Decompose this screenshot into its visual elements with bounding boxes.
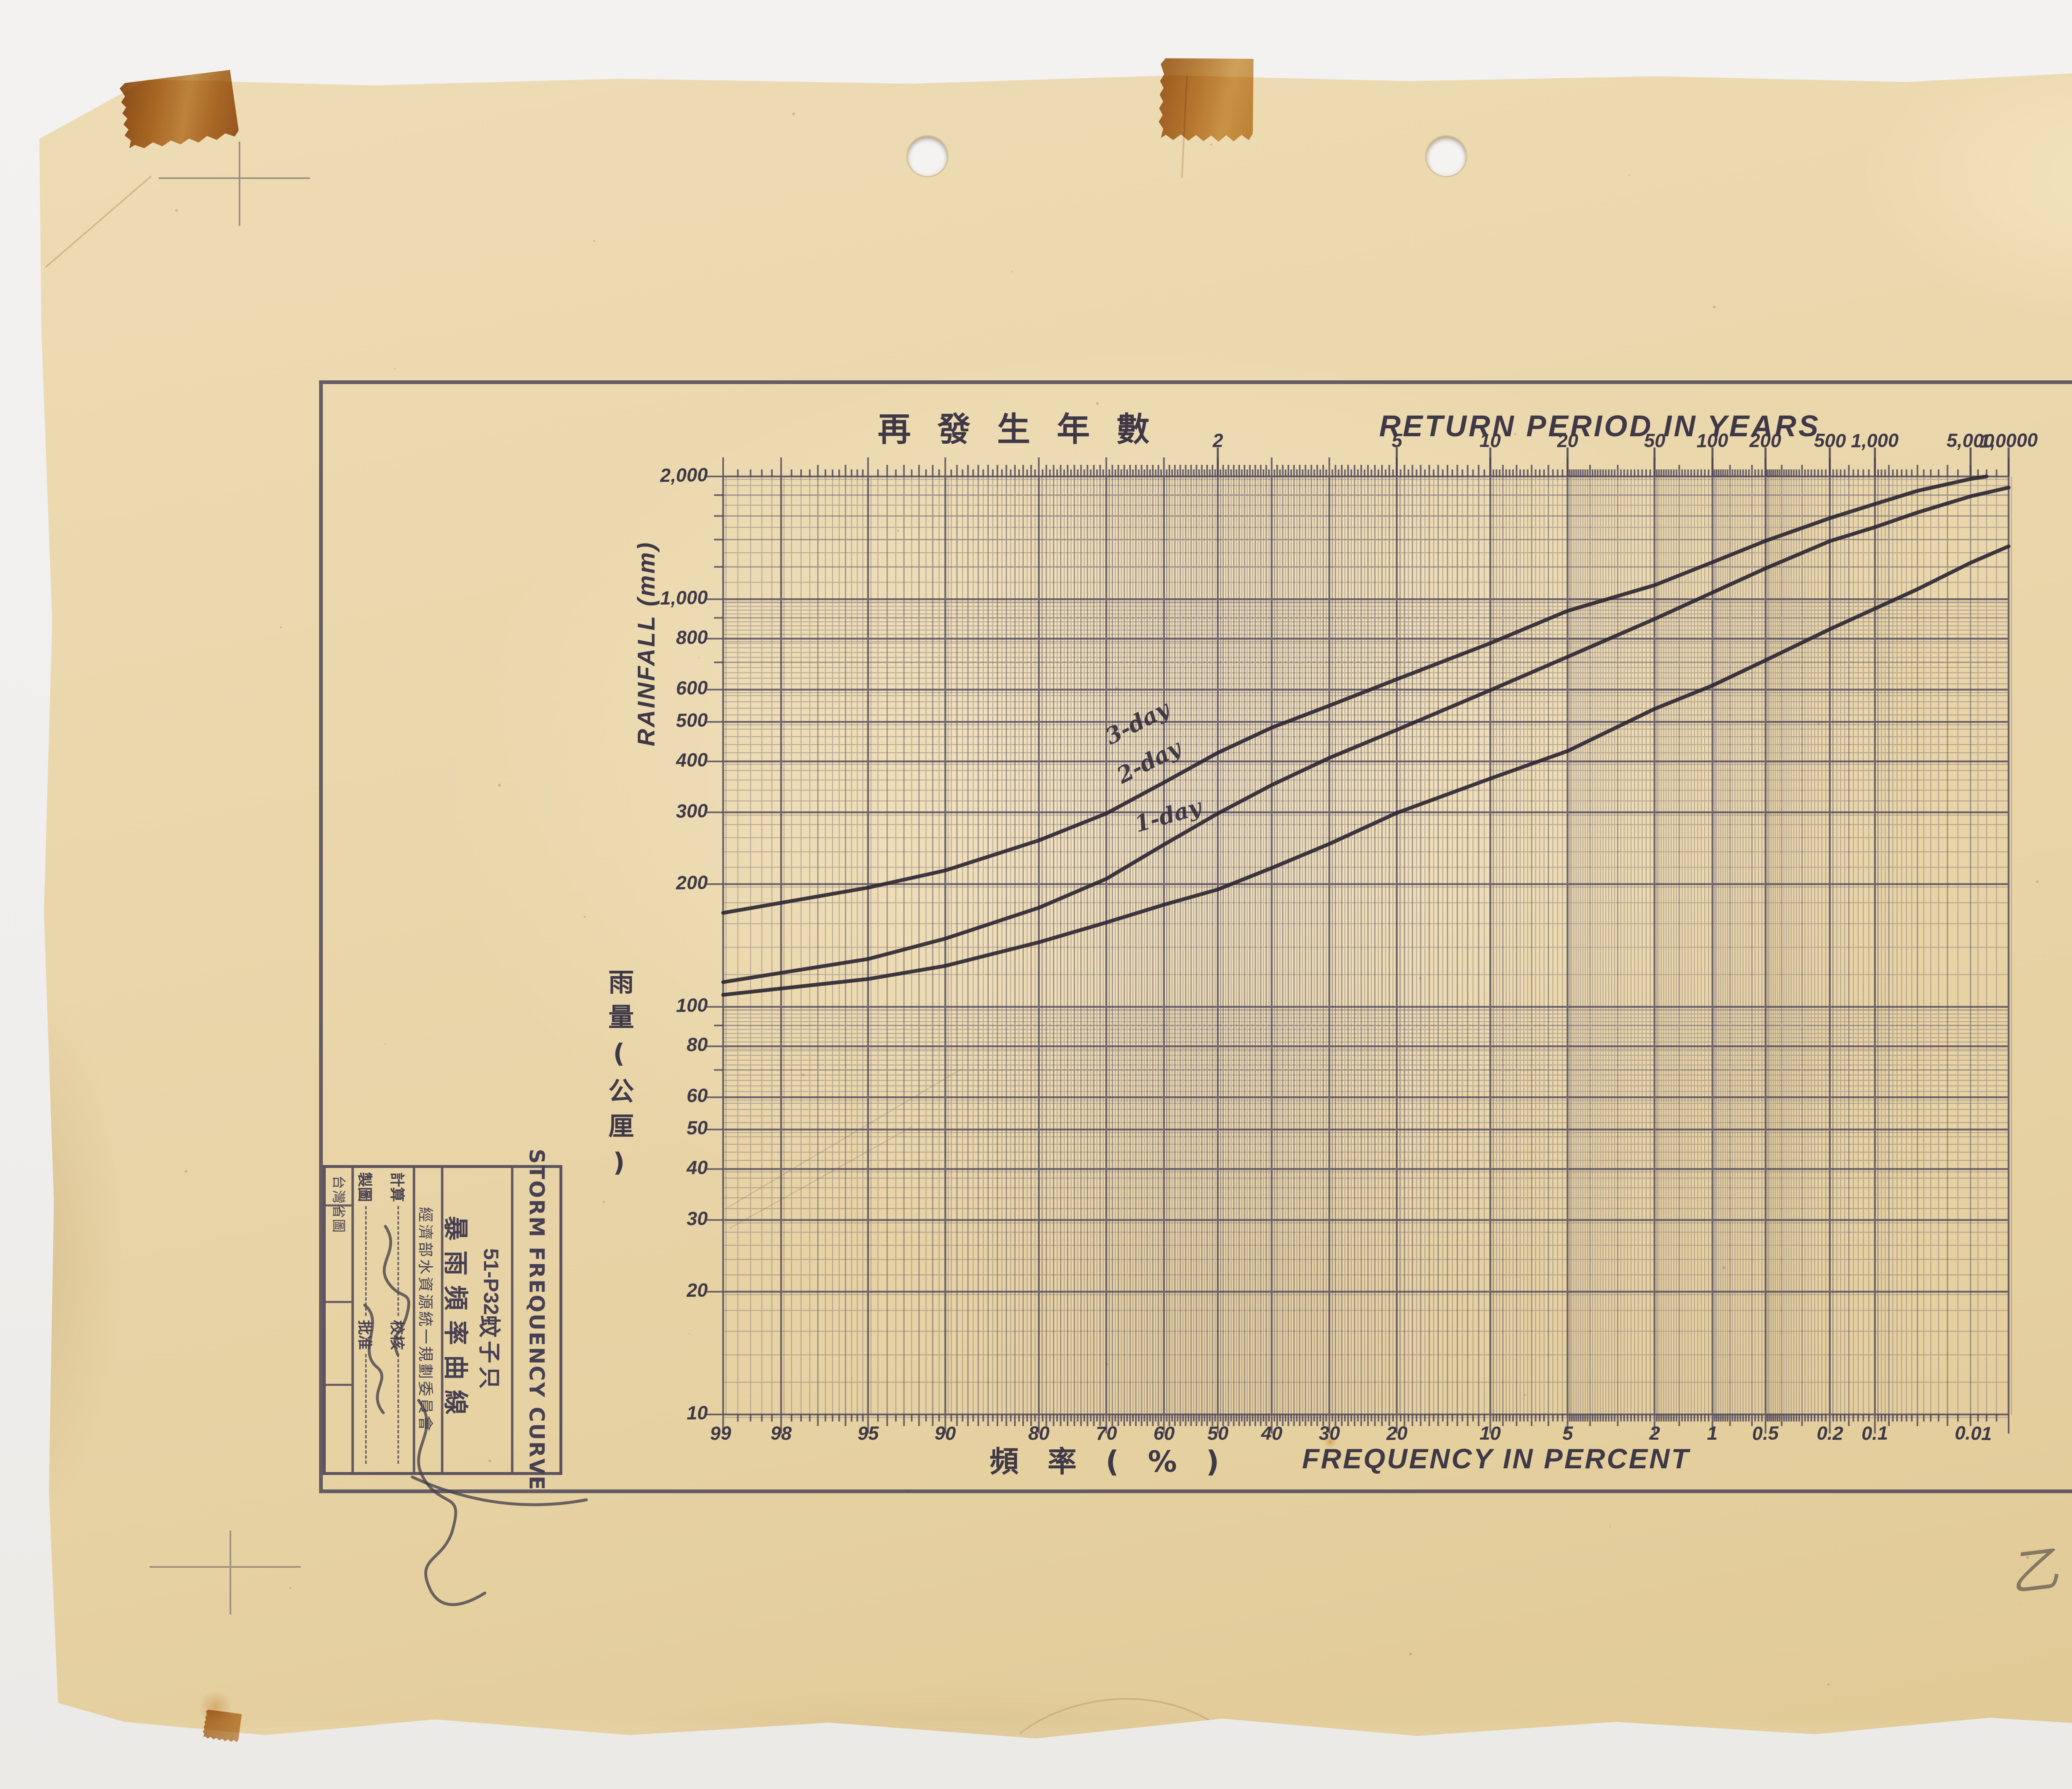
role-calculated-label: 計算	[388, 1172, 405, 1202]
rainfall-tick-label: 500	[675, 709, 708, 731]
frequency-tick-label: 95	[857, 1422, 879, 1444]
title-block-title-zh: 暴雨頻率曲線	[441, 1216, 470, 1424]
handwritten-note: 乙二十一	[2006, 1516, 2072, 1603]
title-block-corner-cell: 台灣省圖	[326, 1168, 351, 1240]
top-axis-title-en: RETURN PERIOD IN YEARS	[1379, 410, 1820, 443]
tape-bottom-left	[202, 1709, 242, 1744]
frequency-tick-label: 30	[1319, 1422, 1340, 1444]
rainfall-tick-label: 200	[675, 871, 708, 894]
agency-cell: 台灣省圖	[331, 1175, 347, 1233]
role-approved-label: 批准	[356, 1320, 373, 1350]
role-drawn-label: 製圖	[356, 1172, 373, 1202]
punch-hole-right	[1426, 136, 1466, 176]
role-checked-label: 校核	[388, 1320, 405, 1350]
rainfall-tick-label: 800	[675, 626, 708, 648]
title-block-divider	[441, 1168, 443, 1472]
rainfall-tick-label: 400	[675, 749, 708, 771]
frequency-tick-label: 5	[1562, 1422, 1573, 1444]
rainfall-tick-label: 2,000	[660, 464, 708, 486]
title-block-cell-line	[326, 1384, 351, 1386]
frequency-tick-label: 0.5	[1752, 1422, 1779, 1444]
frequency-tick-label: 1	[1707, 1422, 1718, 1444]
x-axis-title-zh: 頻率(%)	[990, 1445, 1249, 1479]
frequency-tick-label: 20	[1386, 1422, 1408, 1444]
return-period-tick-label: 2	[1212, 429, 1224, 452]
title-block: STORM FREQUENCY CURVE 51-P32 蚊子只 暴雨頻率曲線 …	[323, 1149, 562, 1491]
return-period-tick-label: 1,0000	[1979, 429, 2038, 452]
rainfall-tick-label: 1,000	[660, 586, 708, 609]
signature-line	[397, 1206, 399, 1316]
frequency-tick-label: 0.1	[1861, 1422, 1888, 1444]
return-period-tick-label: 20	[1557, 429, 1578, 452]
rainfall-tick-label: 10	[686, 1402, 708, 1424]
drawing-number: 51-P32	[479, 1248, 503, 1315]
return-period-tick-label: 10	[1479, 429, 1501, 452]
title-block-divider	[351, 1168, 354, 1472]
title-block-cell-line	[326, 1301, 351, 1303]
rainfall-tick-label: 20	[686, 1279, 708, 1301]
frequency-tick-label: 10	[1479, 1422, 1501, 1444]
rainfall-tick-label: 60	[686, 1084, 708, 1107]
top-axis-title-zh: 再發生年數	[878, 410, 1176, 449]
organization-name: 經濟部水資源統一規劃委員會	[416, 1207, 434, 1433]
rainfall-tick-label: 600	[675, 677, 708, 699]
drawing-border	[319, 380, 2072, 1493]
station-name: 蚊子只	[476, 1315, 503, 1392]
return-period-tick-label: 200	[1749, 430, 1782, 451]
title-block-col-name: STORM FREQUENCY CURVE	[513, 1149, 560, 1491]
tape-top-center	[1158, 56, 1255, 144]
x-axis-title-en: FREQUENCY IN PERCENT	[1302, 1443, 1690, 1475]
rainfall-tick-label: 40	[686, 1156, 708, 1179]
frequency-tick-label: 0.01	[1954, 1422, 1992, 1445]
rainfall-tick-label: 50	[686, 1117, 708, 1139]
title-block-cell-line	[326, 1204, 351, 1206]
frequency-tick-label: 98	[770, 1422, 792, 1444]
title-block-divider	[413, 1168, 415, 1472]
rainfall-tick-label: 30	[686, 1207, 708, 1230]
signature-line	[397, 1354, 399, 1464]
return-period-tick-label: 5	[1392, 430, 1402, 451]
rainfall-tick-label: 100	[675, 994, 708, 1016]
title-block-col-signatures: 計算 校核 製圖 批准	[351, 1168, 413, 1472]
title-block-col-number: 51-P32 蚊子只	[472, 1168, 511, 1472]
frequency-tick-label: 80	[1028, 1422, 1050, 1444]
rainfall-tick-label: 80	[686, 1033, 708, 1056]
return-period-tick-label: 1,000	[1851, 429, 1899, 452]
punch-hole-left	[908, 136, 947, 176]
signature-line	[365, 1354, 367, 1464]
title-block-divider	[511, 1168, 513, 1472]
rainfall-tick-label: 300	[675, 800, 708, 822]
signature-line	[365, 1206, 367, 1316]
y-axis-title-zh: 雨量(公厘)	[604, 969, 634, 1187]
frequency-tick-label: 90	[934, 1422, 956, 1444]
title-block-title-en: STORM FREQUENCY CURVE	[525, 1148, 549, 1492]
title-block-col-organization: 經濟部水資源統一規劃委員會	[413, 1168, 441, 1472]
title-block-col-title-zh: 暴雨頻率曲線	[441, 1168, 474, 1472]
